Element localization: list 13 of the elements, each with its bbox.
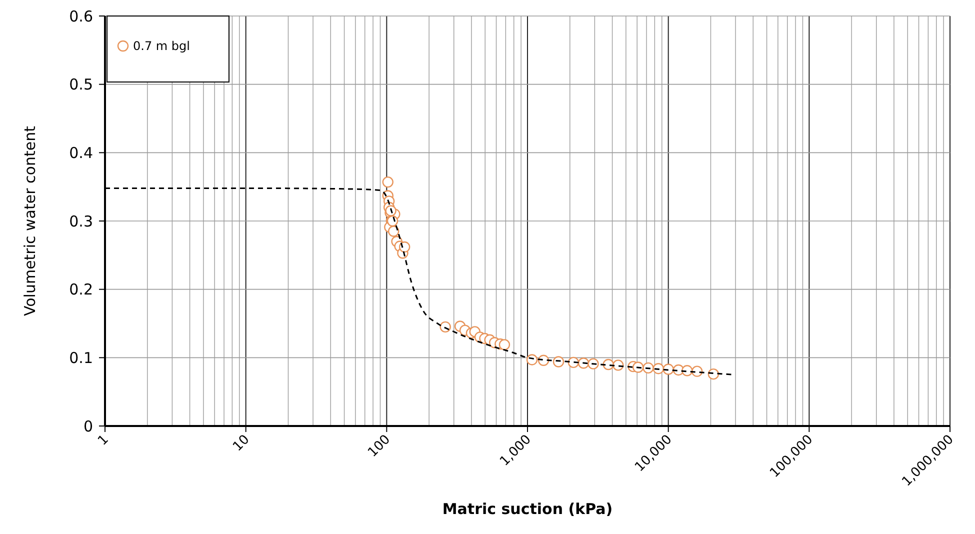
y-tick-label: 0.6 — [69, 7, 93, 26]
y-tick-label: 0.4 — [69, 144, 93, 162]
y-tick-label: 0 — [83, 417, 93, 436]
x-axis-title: Matric suction (kPa) — [442, 500, 613, 518]
x-tick-label: 100 — [365, 432, 394, 460]
y-tick-label: 0.2 — [69, 280, 93, 299]
y-tick-label: 0.3 — [69, 212, 93, 230]
legend-label: 0.7 m bgl — [133, 39, 190, 54]
y-axis-title: Volumetric water content — [21, 126, 39, 316]
x-tick-label: 1 — [95, 432, 112, 449]
x-tick-label: 10 — [230, 432, 253, 455]
y-tick-label: 0.1 — [69, 348, 93, 367]
y-tick-label: 0.5 — [69, 76, 93, 94]
